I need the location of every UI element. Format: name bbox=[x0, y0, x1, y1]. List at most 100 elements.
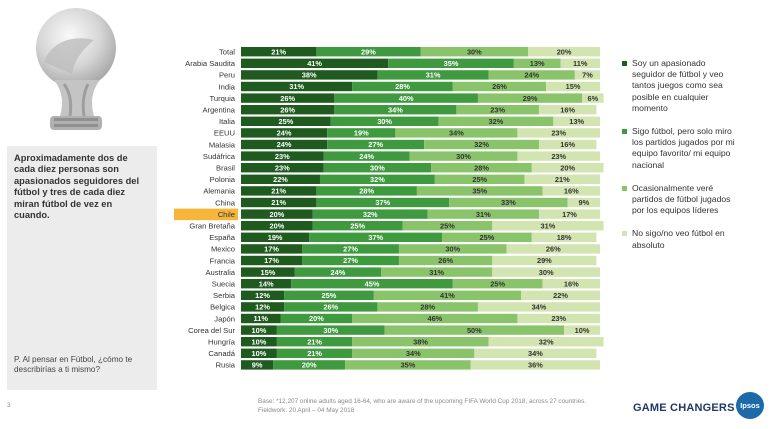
bar-segment bbox=[398, 244, 507, 254]
bar-segment bbox=[506, 244, 600, 254]
category-label: Francia bbox=[210, 256, 236, 265]
bar-segment bbox=[517, 128, 600, 138]
bar-segment bbox=[567, 197, 600, 208]
bar-segment bbox=[470, 360, 600, 370]
data-label: 31% bbox=[476, 210, 491, 219]
data-label: 27% bbox=[343, 245, 358, 254]
data-label: 17% bbox=[562, 210, 577, 219]
data-label: 27% bbox=[368, 140, 383, 149]
bar-segment bbox=[327, 128, 396, 138]
data-label: 37% bbox=[368, 233, 383, 242]
bar-segment bbox=[276, 325, 385, 335]
data-label: 21% bbox=[271, 47, 286, 56]
bar-segment bbox=[416, 186, 543, 196]
legend-swatch bbox=[622, 185, 627, 191]
data-label: 25% bbox=[480, 233, 495, 242]
data-label: 40% bbox=[399, 94, 414, 103]
bar-segment bbox=[542, 279, 600, 289]
bar-segment bbox=[312, 209, 428, 219]
category-label: Arabia Saudita bbox=[185, 59, 236, 68]
data-label: 26% bbox=[323, 303, 338, 312]
data-label: 24% bbox=[277, 140, 292, 149]
bar-segment bbox=[241, 255, 303, 266]
bar-segment bbox=[241, 151, 324, 161]
data-label: 32% bbox=[488, 117, 503, 126]
legend-item: No sigo/no veo fútbol en absoluto bbox=[622, 228, 740, 250]
category-label: Turquia bbox=[210, 94, 236, 103]
bar-segment bbox=[276, 337, 353, 347]
category-label: Australia bbox=[205, 268, 235, 277]
data-label: 23% bbox=[275, 163, 290, 172]
bar-segment bbox=[241, 81, 353, 92]
bar-segment bbox=[377, 70, 489, 80]
bar-segment bbox=[524, 174, 600, 184]
data-label: 32% bbox=[370, 175, 385, 184]
data-label: 28% bbox=[395, 82, 410, 91]
data-label: 11% bbox=[573, 59, 588, 68]
data-label: 34% bbox=[449, 129, 464, 138]
category-label: Sudáfrica bbox=[203, 152, 236, 161]
bar-segment bbox=[241, 174, 320, 184]
data-label: 32% bbox=[539, 337, 554, 346]
legend-swatch bbox=[622, 61, 627, 66]
bar-segment bbox=[241, 302, 285, 312]
bar-segment bbox=[434, 174, 525, 184]
data-label: 26% bbox=[546, 245, 561, 254]
bar-segment bbox=[528, 47, 600, 57]
category-label: Suecia bbox=[212, 280, 236, 289]
bar-segment bbox=[488, 70, 575, 80]
category-label: Hungría bbox=[208, 338, 236, 347]
category-label: Italia bbox=[219, 117, 236, 126]
data-label: 46% bbox=[427, 314, 442, 323]
bar-segment bbox=[291, 279, 453, 289]
data-label: 9% bbox=[252, 361, 263, 370]
bar-segment bbox=[241, 105, 335, 115]
base-note: Base: *12,207 online adults aged 16-64, … bbox=[258, 398, 587, 414]
bar-segment bbox=[316, 197, 450, 208]
bar-segment bbox=[241, 360, 274, 370]
data-label: 21% bbox=[307, 337, 322, 346]
data-label: 26% bbox=[438, 256, 453, 265]
data-label: 34% bbox=[406, 349, 421, 358]
data-label: 22% bbox=[553, 291, 568, 300]
bar-segment bbox=[456, 105, 539, 115]
bar-segment bbox=[241, 197, 317, 208]
category-label: EEUU bbox=[214, 129, 235, 138]
data-label: 33% bbox=[501, 198, 516, 207]
bar-segment bbox=[521, 290, 600, 300]
footer-brand: GAME CHANGERS bbox=[633, 402, 735, 414]
data-label: 31% bbox=[289, 82, 304, 91]
data-label: 11% bbox=[254, 314, 269, 323]
bar-segment bbox=[302, 244, 399, 254]
data-label: 9% bbox=[579, 198, 590, 207]
data-label: 10% bbox=[252, 326, 267, 335]
data-label: 20% bbox=[309, 314, 324, 323]
bar-segment bbox=[452, 279, 543, 289]
data-label: 23% bbox=[275, 152, 290, 161]
data-label: 15% bbox=[261, 268, 276, 277]
data-label: 32% bbox=[363, 210, 378, 219]
bar-segment bbox=[241, 58, 389, 68]
data-label: 16% bbox=[564, 279, 579, 288]
category-label: Chile bbox=[218, 210, 235, 219]
bar-segment bbox=[531, 232, 597, 242]
trophy-illustration bbox=[36, 8, 116, 130]
bar-segment bbox=[352, 337, 489, 347]
bar-segment bbox=[327, 139, 425, 150]
bar-segment bbox=[381, 267, 493, 277]
bar-segment bbox=[517, 151, 600, 161]
data-label: 34% bbox=[532, 303, 547, 312]
category-label: Malasia bbox=[209, 140, 236, 149]
data-label: 20% bbox=[557, 47, 572, 56]
data-label: 25% bbox=[490, 279, 505, 288]
legend-item: Ocasionalmente veré partidos de fútbol j… bbox=[622, 183, 740, 217]
legend-label: Soy un apasionado seguidor de fútbol y v… bbox=[632, 58, 724, 113]
data-label: 32% bbox=[474, 140, 489, 149]
data-label: 37% bbox=[375, 198, 390, 207]
bar-segment bbox=[431, 163, 532, 173]
bar-segment bbox=[241, 267, 295, 277]
data-label: 38% bbox=[302, 71, 317, 80]
category-label: Canadá bbox=[208, 349, 235, 358]
bar-segment bbox=[377, 302, 478, 312]
